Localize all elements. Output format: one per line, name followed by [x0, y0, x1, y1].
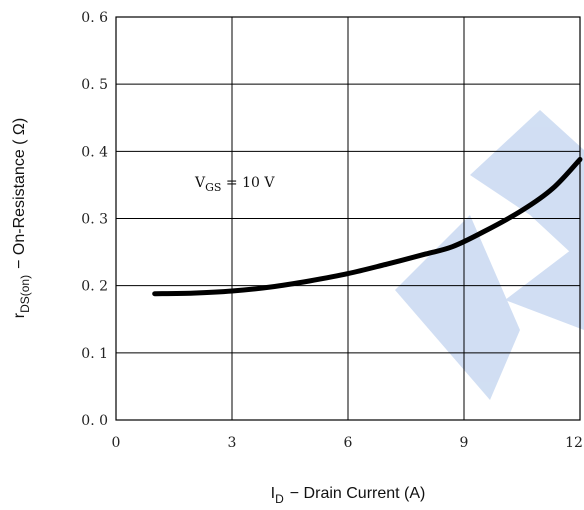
x-tick-label: 12	[565, 435, 583, 451]
plot-frame	[115, 16, 581, 421]
y-axis-label: rDS(on)− On-Resistance ( Ω)	[11, 118, 32, 318]
x-axis-label: ID − Drain Current (A)	[271, 485, 426, 506]
grid	[116, 17, 580, 420]
y-tick-label: 0. 4	[81, 144, 108, 160]
watermark-logo	[395, 110, 584, 400]
x-tick-label: 0	[112, 435, 121, 451]
y-tick-label: 0. 6	[81, 10, 108, 26]
y-tick-label: 0. 1	[81, 346, 108, 362]
x-tick-label: 3	[228, 435, 237, 451]
x-tick-label: 9	[460, 435, 469, 451]
annotation-vgs: VGS = 10 V	[194, 175, 275, 194]
y-tick-label: 0. 2	[81, 279, 108, 295]
y-tick-label: 0. 0	[81, 413, 108, 429]
x-tick-label: 6	[344, 435, 353, 451]
tick-labels: 0 3 6 9 12 0. 0 0. 1 0. 2 0. 3 0. 4 0. 5 0. 6	[81, 10, 583, 451]
y-tick-label: 0. 5	[81, 77, 108, 93]
y-tick-label: 0. 3	[81, 212, 108, 228]
series-line-vgs-10v	[152, 156, 583, 297]
